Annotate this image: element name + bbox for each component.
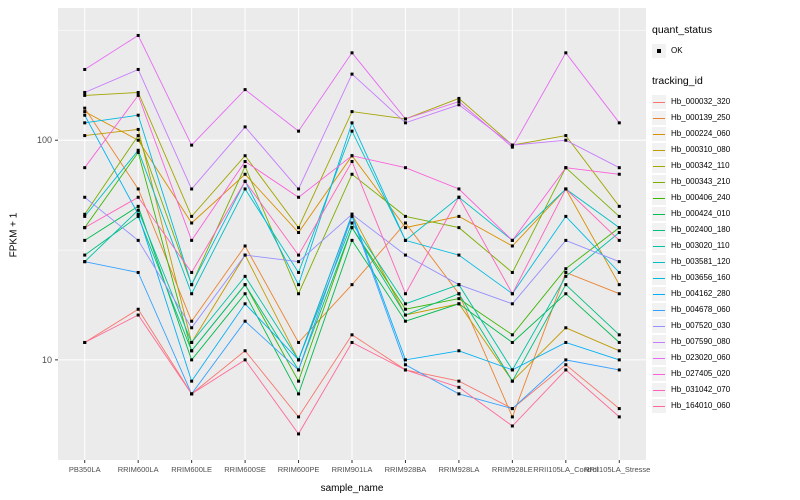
legend-key-line-icon (652, 287, 666, 301)
svg-text:RRIM600SE: RRIM600SE (224, 465, 266, 474)
legend-key-line-icon (652, 159, 666, 173)
legend-item-tracking-id: Hb_031042_070 (652, 382, 798, 398)
legend-key-line-icon (652, 207, 666, 221)
legend-label-tracking-id: Hb_007590_080 (671, 337, 731, 346)
legend-item-tracking-id: Hb_007520_030 (652, 318, 798, 334)
legend-label-tracking-id: Hb_000310_080 (671, 145, 731, 154)
legend-item-tracking-id: Hb_003020_110 (652, 238, 798, 254)
legend-item-tracking-id: Hb_003581_120 (652, 254, 798, 270)
legend-item-tracking-id: Hb_000343_210 (652, 174, 798, 190)
legend-label-tracking-id: Hb_164010_060 (671, 401, 731, 410)
legend-key-line-icon (652, 111, 666, 125)
svg-text:RRIM901LA: RRIM901LA (332, 465, 373, 474)
legend-key-line-icon (652, 95, 666, 109)
legend-label-tracking-id: Hb_002400_180 (671, 225, 731, 234)
legend-key-line-icon (652, 319, 666, 333)
legend-item-tracking-id: Hb_007590_080 (652, 334, 798, 350)
legend-title-quant-status: quant_status (652, 24, 713, 36)
y-axis-title: FPKM + 1 (8, 212, 20, 258)
svg-text:RRII105LA_Stressed: RRII105LA_Stressed (584, 465, 650, 474)
legend-item-tracking-id: Hb_000224_060 (652, 126, 798, 142)
legend-item-tracking-id: Hb_004678_060 (652, 302, 798, 318)
svg-text:RRIM600LA: RRIM600LA (118, 465, 159, 474)
legend-label-tracking-id: Hb_027405_020 (671, 369, 731, 378)
legend-label-tracking-id: Hb_000032_320 (671, 97, 731, 106)
legend-key-line-icon (652, 303, 666, 317)
legend-key-line-icon (652, 383, 666, 397)
legend-item-tracking-id: Hb_004162_280 (652, 286, 798, 302)
legend-key-line-icon (652, 255, 666, 269)
svg-text:10: 10 (42, 355, 52, 365)
svg-text:RRIM928BA: RRIM928BA (385, 465, 427, 474)
legend-item-tracking-id: Hb_164010_060 (652, 398, 798, 414)
legend-label-tracking-id: Hb_000343_210 (671, 177, 731, 186)
svg-text:RRIM600PE: RRIM600PE (278, 465, 320, 474)
legend-key-line-icon (652, 175, 666, 189)
legend-label-tracking-id: Hb_004678_060 (671, 305, 731, 314)
legend-key-line-icon (652, 351, 666, 365)
legend-key-line-icon (652, 143, 666, 157)
legend-label-tracking-id: Hb_004162_280 (671, 289, 731, 298)
legend-label-tracking-id: Hb_031042_070 (671, 385, 731, 394)
legend-title-tracking-id: tracking_id (652, 75, 703, 87)
legend-label-tracking-id: Hb_000139_250 (671, 113, 731, 122)
legend-key-line-icon (652, 127, 666, 141)
legend-key-line-icon (652, 239, 666, 253)
svg-text:RRIM928LE: RRIM928LE (492, 465, 533, 474)
svg-text:RRIM600LE: RRIM600LE (171, 465, 212, 474)
legend-item-tracking-id: Hb_000310_080 (652, 142, 798, 158)
legend-item-ok: OK (652, 43, 798, 59)
legend-key-ok-point-icon (652, 44, 666, 58)
svg-text:PB350LA: PB350LA (69, 465, 101, 474)
legend-item-tracking-id: Hb_000424_010 (652, 206, 798, 222)
svg-text:RRII105LA_Control: RRII105LA_Control (533, 465, 598, 474)
legend-item-tracking-id: Hb_000032_320 (652, 94, 798, 110)
legend-item-tracking-id: Hb_027405_020 (652, 366, 798, 382)
legend-key-line-icon (652, 399, 666, 413)
svg-text:RRIM928LA: RRIM928LA (438, 465, 479, 474)
legend-key-line-icon (652, 271, 666, 285)
legend-label-tracking-id: Hb_003581_120 (671, 257, 731, 266)
legend: quant_status OK tracking_id Hb_000032_32… (652, 20, 798, 414)
x-axis-title: sample_name (320, 483, 384, 494)
legend-label-ok: OK (671, 46, 683, 55)
legend-label-tracking-id: Hb_000406_240 (671, 193, 731, 202)
legend-tracking-id-items: Hb_000032_320 Hb_000139_250 Hb_000224_060 H… (652, 94, 798, 414)
legend-label-tracking-id: Hb_003020_110 (671, 241, 730, 250)
line-chart-panel: PB350LA RRIM600LA RRIM600LE RRIM600SE RRIM60… (37, 8, 650, 474)
legend-key-line-icon (652, 223, 666, 237)
legend-label-tracking-id: Hb_023020_060 (671, 353, 731, 362)
legend-key-line-icon (652, 335, 666, 349)
legend-item-tracking-id: Hb_023020_060 (652, 350, 798, 366)
legend-item-tracking-id: Hb_002400_180 (652, 222, 798, 238)
legend-key-line-icon (652, 367, 666, 381)
legend-item-tracking-id: Hb_000342_110 (652, 158, 798, 174)
svg-text:100: 100 (37, 135, 52, 145)
legend-label-tracking-id: Hb_000224_060 (671, 129, 731, 138)
legend-label-tracking-id: Hb_000424_010 (671, 209, 731, 218)
legend-label-tracking-id: Hb_007520_030 (671, 321, 731, 330)
legend-item-tracking-id: Hb_000139_250 (652, 110, 798, 126)
legend-key-line-icon (652, 191, 666, 205)
legend-label-tracking-id: Hb_000342_110 (671, 161, 730, 170)
legend-item-tracking-id: Hb_003656_160 (652, 270, 798, 286)
legend-label-tracking-id: Hb_003656_160 (671, 273, 731, 282)
legend-item-tracking-id: Hb_000406_240 (652, 190, 798, 206)
